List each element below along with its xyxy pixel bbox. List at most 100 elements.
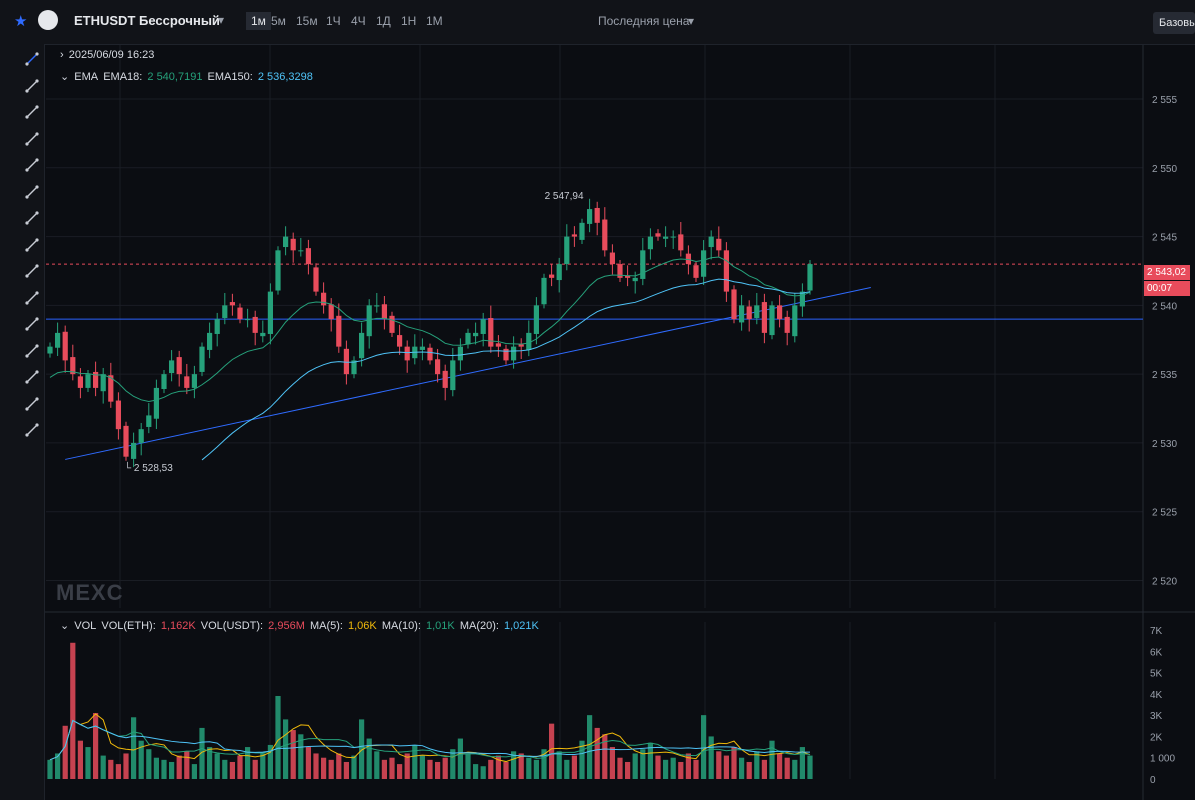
volume-bar[interactable] xyxy=(761,759,767,779)
base-button[interactable]: Базовы xyxy=(1153,12,1195,34)
volume-bar[interactable] xyxy=(556,751,562,779)
volume-bar[interactable] xyxy=(617,757,623,779)
volume-bar[interactable] xyxy=(571,755,577,779)
volume-bar[interactable] xyxy=(123,753,129,779)
volume-bar[interactable] xyxy=(321,757,327,779)
candle[interactable] xyxy=(457,346,463,361)
volume-bar[interactable] xyxy=(207,747,213,779)
volume-bar[interactable] xyxy=(222,759,228,779)
candle[interactable] xyxy=(761,302,767,333)
candle[interactable] xyxy=(123,425,129,457)
volume-bar[interactable] xyxy=(313,753,319,779)
candle[interactable] xyxy=(716,238,722,251)
volume-bar[interactable] xyxy=(564,759,570,779)
volume-bar[interactable] xyxy=(169,761,175,779)
candle[interactable] xyxy=(556,264,562,281)
candle[interactable] xyxy=(678,234,684,251)
candle[interactable] xyxy=(70,357,76,375)
candle[interactable] xyxy=(169,360,175,374)
candle[interactable] xyxy=(769,305,775,336)
chevron-down-icon[interactable]: ▾ xyxy=(688,14,695,28)
candle[interactable] xyxy=(632,277,638,282)
candle[interactable] xyxy=(100,374,106,392)
volume-bar[interactable] xyxy=(708,736,714,779)
volume-bar[interactable] xyxy=(480,766,486,779)
candle[interactable] xyxy=(321,292,327,306)
candle[interactable] xyxy=(305,248,311,265)
price-type-select[interactable]: Последняя цена xyxy=(598,14,690,28)
candle[interactable] xyxy=(47,346,53,354)
volume-bar[interactable] xyxy=(442,757,448,779)
shapes-icon[interactable] xyxy=(25,317,39,331)
interval-5[interactable]: 1Д xyxy=(376,14,391,28)
volume-bar[interactable] xyxy=(397,764,403,779)
candle[interactable] xyxy=(214,319,220,334)
volume-bar[interactable] xyxy=(746,761,752,779)
volume-bar[interactable] xyxy=(260,753,266,779)
candle[interactable] xyxy=(708,236,714,248)
pattern-icon[interactable] xyxy=(25,290,39,305)
volume-bar[interactable] xyxy=(153,757,159,779)
candle[interactable] xyxy=(366,305,372,337)
volume-bar[interactable] xyxy=(435,761,441,779)
volume-bar[interactable] xyxy=(731,747,737,779)
hide-drawings-icon[interactable] xyxy=(25,396,39,411)
volume-bar[interactable] xyxy=(723,755,729,779)
volume-bar[interactable] xyxy=(533,759,539,779)
candle[interactable] xyxy=(275,250,281,291)
price-range-icon[interactable] xyxy=(25,211,39,225)
volume-bar[interactable] xyxy=(146,749,152,779)
interval-3[interactable]: 1Ч xyxy=(326,14,341,28)
candle[interactable] xyxy=(594,207,600,223)
volume-bar[interactable] xyxy=(457,738,463,779)
candle[interactable] xyxy=(701,250,707,277)
volume-bar[interactable] xyxy=(685,753,691,779)
candle[interactable] xyxy=(77,376,83,388)
volume-bar[interactable] xyxy=(131,717,137,779)
candle[interactable] xyxy=(435,359,441,375)
candle[interactable] xyxy=(602,219,608,251)
candle[interactable] xyxy=(328,304,334,320)
chevron-right-icon[interactable]: › xyxy=(60,49,64,61)
candle[interactable] xyxy=(663,236,669,239)
volume-bar[interactable] xyxy=(237,755,243,779)
volume-bar[interactable] xyxy=(754,751,760,779)
volume-bar[interactable] xyxy=(100,755,106,779)
volume-bar[interactable] xyxy=(176,755,182,779)
candle[interactable] xyxy=(511,346,517,361)
candle[interactable] xyxy=(792,305,798,337)
candle[interactable] xyxy=(146,415,152,427)
chevron-down-icon[interactable]: ⌄ xyxy=(60,71,70,83)
candle[interactable] xyxy=(480,319,486,334)
interval-1[interactable]: 5м xyxy=(271,14,286,28)
volume-bar[interactable] xyxy=(716,751,722,779)
volume-bar[interactable] xyxy=(138,740,144,779)
volume-bar[interactable] xyxy=(108,759,114,779)
candle[interactable] xyxy=(199,346,205,372)
trend-line-icon[interactable] xyxy=(25,78,39,93)
interval-4[interactable]: 4Ч xyxy=(351,14,366,28)
interval-0[interactable]: 1м xyxy=(246,12,271,30)
volume-bar[interactable] xyxy=(678,761,684,779)
candle[interactable] xyxy=(564,236,570,265)
volume-bar[interactable] xyxy=(655,755,661,779)
volume-bar[interactable] xyxy=(792,759,798,779)
candle[interactable] xyxy=(381,304,387,320)
ray-icon[interactable] xyxy=(25,105,39,119)
candle[interactable] xyxy=(252,316,258,333)
candle[interactable] xyxy=(571,234,577,237)
candle[interactable] xyxy=(799,291,805,307)
text-icon[interactable] xyxy=(25,343,39,358)
volume-bar[interactable] xyxy=(807,755,813,779)
volume-bar[interactable] xyxy=(784,757,790,779)
volume-bar[interactable] xyxy=(465,753,471,779)
volume-bar[interactable] xyxy=(199,727,205,779)
candle[interactable] xyxy=(427,347,433,361)
volume-bar[interactable] xyxy=(693,759,699,779)
volume-bar[interactable] xyxy=(602,734,608,779)
volume-bar[interactable] xyxy=(275,695,281,779)
volume-bar[interactable] xyxy=(511,751,517,779)
volume-bar[interactable] xyxy=(62,725,68,779)
volume-bar[interactable] xyxy=(93,713,99,779)
volume-bar[interactable] xyxy=(609,747,615,779)
